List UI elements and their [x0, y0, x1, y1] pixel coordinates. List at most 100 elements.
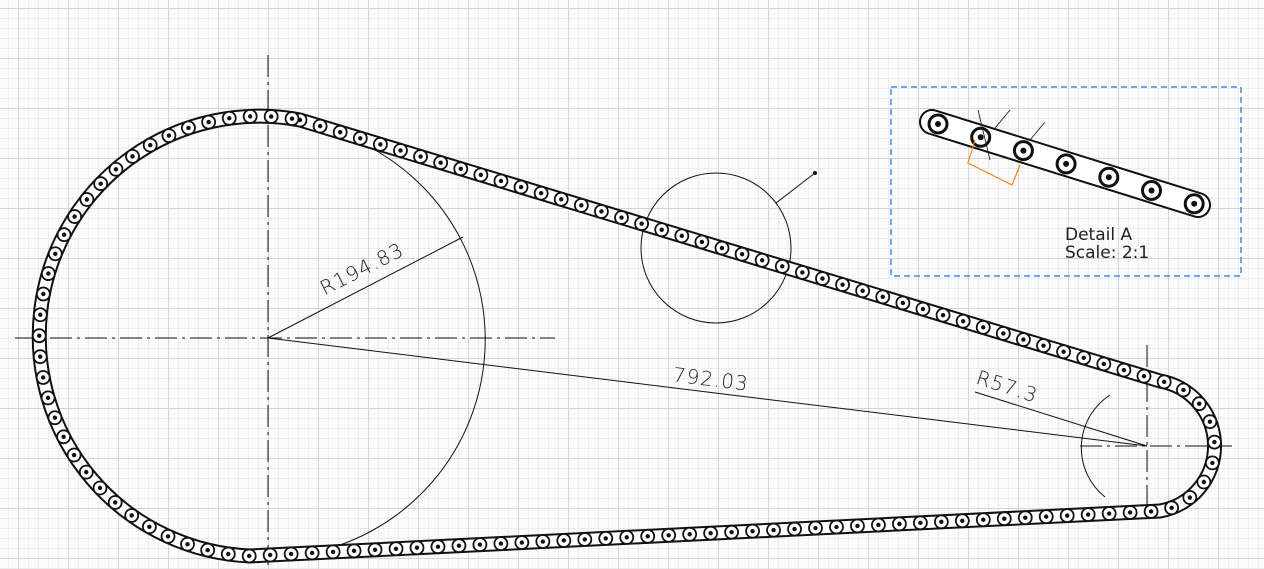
chain-pin — [415, 546, 419, 550]
detail-pin — [978, 134, 984, 140]
chain-pin — [921, 307, 925, 311]
chain-pin — [562, 538, 566, 542]
chain-pin — [1208, 419, 1212, 423]
chain-pin — [876, 523, 880, 527]
chain-pin — [720, 246, 724, 250]
chain-pin — [1188, 495, 1192, 499]
chain-pin — [205, 548, 209, 552]
chain-pin — [583, 537, 587, 541]
chain-pin — [1107, 511, 1111, 515]
chain-pin — [37, 334, 41, 338]
chain-pin — [604, 536, 608, 540]
chain-pin — [499, 541, 503, 545]
chain-pin — [1202, 480, 1206, 484]
chain-inner — [39, 116, 1214, 556]
chain-links — [33, 110, 1221, 563]
chain-pin — [660, 228, 664, 232]
chain-pin — [559, 197, 563, 201]
chain-pin — [981, 518, 985, 522]
chain-pin — [520, 540, 524, 544]
chain-pin — [1021, 337, 1025, 341]
chain-pin — [479, 173, 483, 177]
chain-pin — [114, 167, 118, 171]
dimension-label: R57.3 — [973, 365, 1041, 407]
chain-pin — [358, 136, 362, 140]
chain-pin — [680, 234, 684, 238]
chain-pin — [41, 375, 45, 379]
chain-pin — [459, 167, 463, 171]
chain-pin — [38, 313, 42, 317]
detail-pin — [1191, 201, 1197, 207]
chain-pin — [457, 543, 461, 547]
chain-pin — [1128, 510, 1132, 514]
chain-pin — [771, 528, 775, 532]
chain-pin — [166, 534, 170, 538]
chain-pin — [227, 116, 231, 120]
chain-pin — [85, 197, 89, 201]
detail-pin — [1149, 188, 1155, 194]
chain-pin — [918, 521, 922, 525]
chain-pin — [700, 240, 704, 244]
chain-pin — [53, 416, 57, 420]
chain-pin — [98, 182, 102, 186]
chain-pin — [46, 396, 50, 400]
chain-pin — [1212, 440, 1216, 444]
chain-pin — [646, 534, 650, 538]
leader-line — [776, 173, 815, 203]
chain-pin — [38, 354, 42, 358]
chain-pin — [268, 553, 272, 557]
chain-pin — [84, 470, 88, 474]
chain-pin — [130, 154, 134, 158]
dimension-line — [975, 392, 1147, 446]
chain-pin — [248, 114, 252, 118]
chain-pin — [855, 524, 859, 528]
chain-pin — [941, 313, 945, 317]
chain-pin — [167, 133, 171, 137]
chain-pin — [1210, 461, 1214, 465]
chain-pin — [961, 319, 965, 323]
chain-pin — [1142, 374, 1146, 378]
chain-pin — [1002, 517, 1006, 521]
chain-pin — [53, 252, 57, 256]
chain-pin — [901, 301, 905, 305]
chain-pin — [269, 114, 273, 118]
chain-pin — [62, 233, 66, 237]
chain-pin — [148, 143, 152, 147]
detail-pin — [1020, 148, 1026, 154]
chain-pin — [834, 525, 838, 529]
chain-pin — [1149, 509, 1153, 513]
dimension-label: 792.03 — [672, 363, 750, 396]
chain-pin — [206, 120, 210, 124]
chain-pin — [960, 519, 964, 523]
detail-dimension — [1030, 122, 1045, 140]
chain-pin — [860, 289, 864, 293]
chain-pin — [373, 548, 377, 552]
chain-pin — [247, 554, 251, 558]
chain-pin — [780, 264, 784, 268]
chain-pin — [499, 179, 503, 183]
detail-pin — [1063, 161, 1069, 167]
detail-pin — [1106, 174, 1112, 180]
chain-pin — [639, 221, 643, 225]
chain-pin — [1197, 402, 1201, 406]
chain-pin — [519, 185, 523, 189]
page: R194.83 792.03 R57.3 Detail A Scale: 2:1… — [0, 0, 1264, 569]
chain-pin — [398, 148, 402, 152]
chain-pin — [666, 533, 670, 537]
chain-pin — [1122, 368, 1126, 372]
chain-pin — [729, 530, 733, 534]
chain-pin — [541, 539, 545, 543]
chain-pin — [113, 500, 117, 504]
chain-pin — [800, 270, 804, 274]
chain-pin — [619, 215, 623, 219]
chain-pin — [1023, 515, 1027, 519]
dimension-label: R194.83 — [316, 237, 408, 300]
detail-pin — [935, 121, 941, 127]
sprocket-circle — [340, 150, 485, 545]
chain-pin — [981, 325, 985, 329]
chain-pin — [1169, 506, 1173, 510]
chain-pin — [820, 276, 824, 280]
chain-pin — [289, 552, 293, 556]
chain-outline — [39, 116, 1214, 556]
chain-pin — [1065, 513, 1069, 517]
